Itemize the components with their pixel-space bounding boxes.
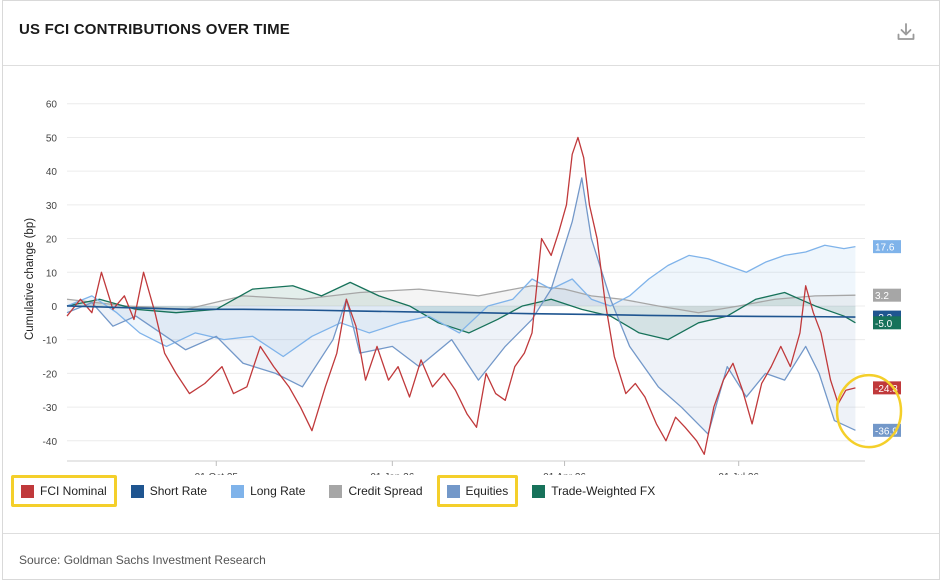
- end-label-fci-nominal: -24.3: [875, 384, 898, 395]
- end-label-credit-spread: 3.2: [875, 291, 889, 302]
- chart-legend: FCI Nominal Short Rate Long Rate Credit Spr…: [11, 473, 669, 509]
- series-area-credit-spread: [67, 285, 856, 313]
- series-line-equities: [66, 177, 856, 435]
- series-line-trade-weighted-fx: [66, 281, 856, 341]
- end-label-long-rate: 17.6: [875, 243, 895, 254]
- legend-item-equities[interactable]: Equities: [436, 475, 519, 507]
- legend-label: Trade-Weighted FX: [551, 484, 656, 498]
- legend-label: FCI Nominal: [40, 484, 107, 498]
- end-label-box-long-rate: [873, 240, 901, 254]
- series-line-fci-nominal: [66, 136, 856, 455]
- legend-item-short-rate[interactable]: Short Rate: [121, 475, 217, 507]
- card-footer: Source: Goldman Sachs Investment Researc…: [3, 533, 939, 582]
- y-tick-label: -40: [43, 437, 58, 448]
- end-label-box-fci-nominal: [873, 381, 901, 395]
- legend-label: Credit Spread: [348, 484, 423, 498]
- legend-item-long-rate[interactable]: Long Rate: [221, 475, 315, 507]
- y-tick-label: 0: [51, 302, 57, 313]
- y-tick-label: 60: [46, 100, 58, 111]
- legend-label: Long Rate: [250, 484, 306, 498]
- chart-area: -40-30-20-10010203040506001 Oct 2501 Jan…: [3, 67, 939, 537]
- series-area-long-rate: [67, 245, 856, 357]
- y-tick-label: -10: [43, 336, 58, 347]
- end-label-trade-weighted-fx: -5.0: [875, 319, 893, 330]
- card-header: US FCI CONTRIBUTIONS OVER TIME: [3, 1, 939, 66]
- line-chart: -40-30-20-10010203040506001 Oct 2501 Jan…: [24, 100, 903, 483]
- legend-label: Equities: [465, 484, 509, 498]
- y-tick-label: 10: [46, 268, 58, 279]
- legend-item-credit-spread[interactable]: Credit Spread: [319, 475, 432, 507]
- y-axis-label: Cumulative change (bp): [24, 218, 36, 340]
- legend-swatch: [329, 484, 343, 498]
- legend-swatch: [21, 484, 34, 498]
- legend-label: Short Rate: [149, 484, 208, 498]
- y-tick-label: 20: [46, 235, 58, 246]
- end-label-equities: -36.9: [875, 426, 898, 437]
- legend-swatch: [446, 484, 460, 498]
- y-tick-label: 50: [46, 133, 58, 144]
- source-note: Source: Goldman Sachs Investment Researc…: [19, 553, 266, 567]
- end-label-box-credit-spread: [873, 288, 901, 302]
- highlight-circle: [835, 373, 903, 449]
- y-tick-label: -30: [43, 403, 58, 414]
- y-tick-label: 30: [46, 201, 58, 212]
- legend-item-fci-nominal[interactable]: FCI Nominal: [11, 475, 117, 507]
- end-label-box-trade-weighted-fx: [873, 316, 901, 330]
- chart-title: US FCI CONTRIBUTIONS OVER TIME: [19, 21, 291, 38]
- legend-swatch: [130, 484, 144, 498]
- series-line-short-rate: [66, 305, 856, 318]
- y-tick-label: -20: [43, 369, 58, 380]
- x-tick-label: 01 Jul 26: [718, 472, 759, 475]
- legend-swatch: [231, 484, 245, 498]
- legend-swatch: [532, 484, 546, 498]
- y-tick-label: 40: [46, 167, 58, 178]
- download-icon[interactable]: [895, 21, 917, 43]
- legend-item-trade-weighted-fx[interactable]: Trade-Weighted FX: [522, 475, 665, 507]
